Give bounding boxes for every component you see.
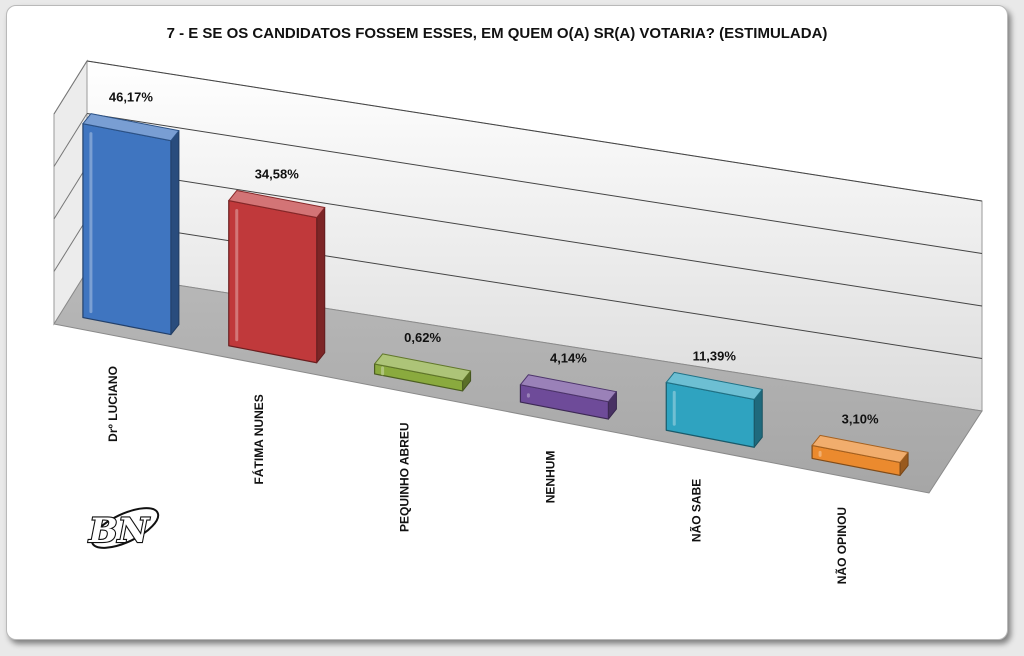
gridline-side [53, 60, 88, 115]
bar-side [170, 130, 180, 336]
bar-top [811, 434, 909, 463]
bn-logo: BN [87, 507, 160, 552]
chart-card: 7 - E SE OS CANDIDATOS FOSSEM ESSES, EM … [6, 5, 1008, 640]
gridline-side [53, 165, 88, 220]
bar-chart: 7 - E SE OS CANDIDATOS FOSSEM ESSES, EM … [53, 25, 983, 584]
category-label: NENHUM [543, 451, 557, 504]
bar-top [82, 113, 180, 142]
value-label: 34,58% [255, 167, 300, 182]
bar-top [228, 190, 326, 219]
category-label: Drº LUCIANO [106, 366, 120, 442]
bar-top [374, 353, 472, 382]
chart-title: 7 - E SE OS CANDIDATOS FOSSEM ESSES, EM … [167, 25, 828, 42]
value-label: 0,62% [404, 330, 441, 345]
value-label: 46,17% [109, 90, 154, 105]
category-label: FÁTIMA NUNES [251, 394, 266, 484]
gridline [86, 113, 983, 254]
gridline-side [53, 113, 88, 167]
category-label: PEQUINHO ABREU [398, 422, 412, 532]
bar [82, 123, 172, 336]
value-label: 11,39% [693, 348, 737, 363]
bar-top [665, 371, 763, 400]
gridline [86, 60, 983, 202]
bar-top [519, 374, 617, 403]
category-label: NÃO OPINOU [834, 507, 849, 584]
bar-side [316, 207, 326, 364]
logo-text: BN [88, 511, 151, 551]
plot-area: 46,17% Drº LUCIANO 34,58% FÁTIMA NUNES 0,62%… [53, 59, 983, 584]
gridline [86, 165, 983, 307]
value-label: 3,10% [842, 411, 879, 426]
bar [228, 199, 318, 364]
category-label: NÃO SABE [688, 479, 703, 542]
gridline-side [53, 218, 88, 272]
value-label: 4,14% [550, 351, 587, 366]
